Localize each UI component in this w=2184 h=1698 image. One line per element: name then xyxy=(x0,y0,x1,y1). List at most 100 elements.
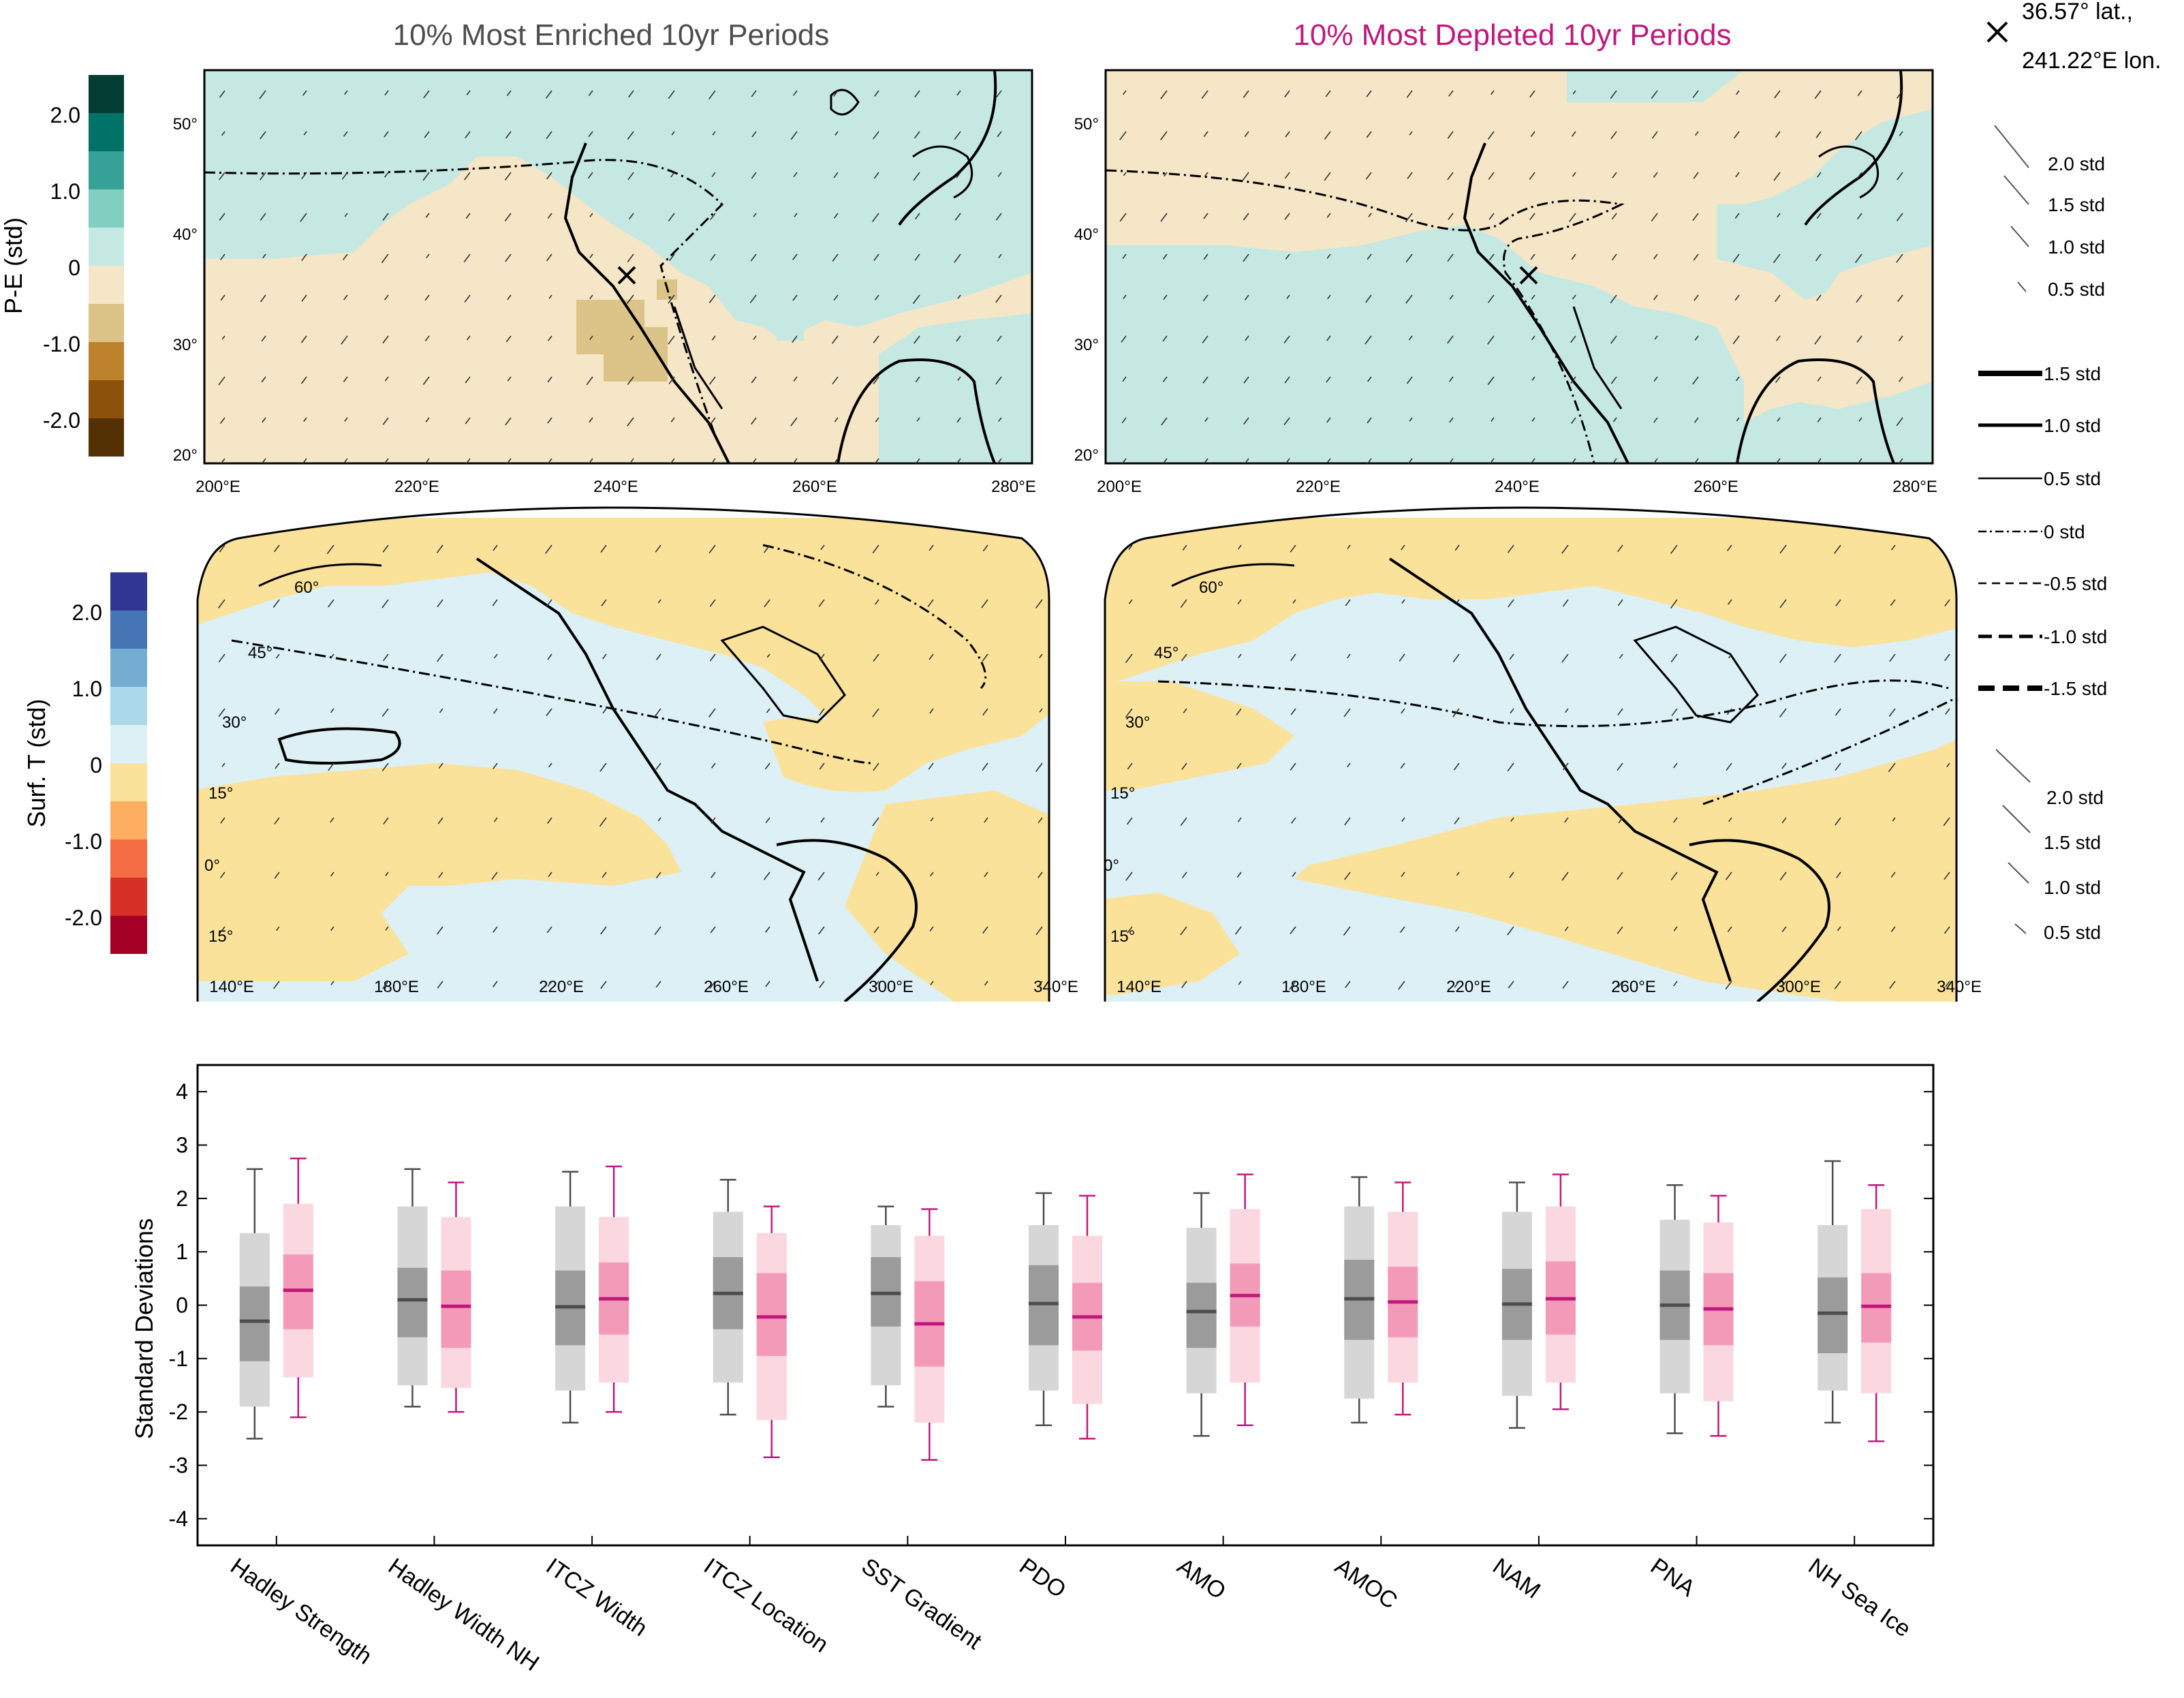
lon-tick: 340°E xyxy=(1937,978,1982,996)
lon-tick: 220°E xyxy=(1446,978,1491,996)
lat-tick: 0° xyxy=(1104,856,1119,875)
lon-tick: 140°E xyxy=(1117,978,1161,996)
lon-tick: 300°E xyxy=(869,978,914,996)
box-inner-depleted xyxy=(441,1270,471,1348)
location-marker-icon xyxy=(1986,21,2008,43)
lat-tick: 30° xyxy=(1074,336,1099,354)
vector-legend-label: 0.5 std xyxy=(2048,279,2105,300)
x-tick-label: ITCZ Width xyxy=(542,1553,653,1641)
map-temp-enriched-frame xyxy=(196,506,1050,1002)
vector-legend-label: 2.0 std xyxy=(2048,153,2105,174)
temp-tick: -2.0 xyxy=(65,906,102,930)
y-axis-label: Standard Deviations xyxy=(130,1218,158,1439)
map-temp-enriched xyxy=(198,518,1049,1002)
wind-vectors xyxy=(218,90,1002,463)
contour-legend-label: -1.0 std xyxy=(2044,626,2107,647)
vector-legend-label: 2.0 std xyxy=(2046,787,2104,808)
vector-legend-label: 1.5 std xyxy=(2048,194,2105,215)
pe-colorbar-label: P-E (std) xyxy=(0,217,27,314)
vector-legend-label: 1.0 std xyxy=(2044,877,2101,898)
lat-tick: 45° xyxy=(248,644,272,662)
y-tick-label: 0 xyxy=(176,1293,188,1318)
contour-legend-label: 0.5 std xyxy=(2044,468,2101,489)
lon-tick: 340°E xyxy=(1033,978,1078,996)
pe-tick: -2.0 xyxy=(43,408,80,433)
temp-colorbar-label: Surf. T (std) xyxy=(22,699,50,828)
lon-tick: 140°E xyxy=(209,978,254,996)
lat-tick: 60° xyxy=(294,578,319,597)
lat-tick: 60° xyxy=(1199,578,1223,597)
lat-tick: 30° xyxy=(1125,713,1150,732)
lon-tick: 240°E xyxy=(593,478,638,496)
x-tick-label: PNA xyxy=(1646,1553,1700,1601)
lon-tick: 240°E xyxy=(1495,478,1540,496)
location-lat: 36.57° lat., xyxy=(2022,0,2133,25)
x-tick-label: PDO xyxy=(1014,1553,1070,1603)
lon-tick: 260°E xyxy=(1694,478,1738,496)
wind-vectors xyxy=(217,544,1043,989)
x-tick-label: ITCZ Location xyxy=(699,1553,833,1658)
lat-tick: 30° xyxy=(222,713,247,732)
vector-legend-top xyxy=(1994,125,2029,292)
lat-tick: 30° xyxy=(173,336,198,354)
pe-tick: 0 xyxy=(68,256,80,280)
temp-tick: 0 xyxy=(90,753,102,777)
y-tick-label: 4 xyxy=(176,1079,188,1104)
lon-tick: 280°E xyxy=(1892,478,1937,496)
lat-tick: 45° xyxy=(1154,644,1179,662)
y-tick-label: -3 xyxy=(169,1453,188,1478)
lon-tick: 180°E xyxy=(1281,978,1326,996)
lat-tick: 0° xyxy=(204,856,220,875)
y-tick-label: 2 xyxy=(176,1186,188,1211)
lat-tick: 20° xyxy=(173,446,198,465)
vector-legend-bottom xyxy=(1995,749,2031,934)
x-tick-label: NH Sea Ice xyxy=(1804,1553,1916,1642)
lon-tick: 200°E xyxy=(1097,478,1142,496)
temp-tick: 1.0 xyxy=(72,677,102,701)
lat-tick: 15° xyxy=(1110,784,1135,803)
box-inner-enriched xyxy=(239,1286,270,1361)
temp-tick: 2.0 xyxy=(72,600,102,625)
contour-legend-label: 0 std xyxy=(2044,521,2085,542)
lat-tick: 40° xyxy=(173,226,198,244)
y-tick-label: -4 xyxy=(169,1507,188,1531)
location-marker-icon xyxy=(617,266,636,285)
lon-tick: 180°E xyxy=(374,978,419,996)
map-pe-depleted xyxy=(1106,70,1933,463)
x-tick-label: AMOC xyxy=(1330,1553,1402,1614)
lat-tick: 15° xyxy=(208,927,233,946)
x-tick-label: AMO xyxy=(1172,1553,1230,1605)
wind-vectors xyxy=(1125,544,1950,990)
temp-colorbar xyxy=(110,572,147,954)
x-tick-label: Hadley Strength xyxy=(225,1553,377,1669)
pe-tick: 1.0 xyxy=(50,179,80,204)
map-pe-depleted-frame xyxy=(1104,69,1934,465)
lon-tick: 220°E xyxy=(539,978,584,996)
y-tick-label: 3 xyxy=(176,1133,188,1158)
contour-legend-label: -0.5 std xyxy=(2044,573,2107,594)
lon-tick: 200°E xyxy=(196,478,240,496)
lat-tick: 20° xyxy=(1074,446,1099,465)
location-lon: 241.22°E lon. xyxy=(2022,48,2162,74)
lon-tick: 260°E xyxy=(792,478,837,496)
contour-legend-label: -1.5 std xyxy=(2044,678,2107,699)
lon-tick: 220°E xyxy=(1296,478,1341,496)
lon-tick: 220°E xyxy=(394,478,439,496)
wind-vectors xyxy=(1119,90,1903,463)
lon-tick: 300°E xyxy=(1776,978,1821,996)
lat-tick: 15° xyxy=(208,784,233,803)
temp-tick: -1.0 xyxy=(65,829,102,854)
y-tick-label: -1 xyxy=(169,1346,188,1371)
vector-legend-label: 0.5 std xyxy=(2044,922,2101,943)
pe-tick: 2.0 xyxy=(50,103,80,127)
contour-legend xyxy=(1978,371,2042,691)
vector-legend-label: 1.0 std xyxy=(2048,236,2105,258)
pe-tick: -1.0 xyxy=(43,332,80,356)
map-temp-depleted-frame xyxy=(1104,506,1958,1002)
y-tick-label: 1 xyxy=(176,1239,188,1264)
y-tick-label: -2 xyxy=(169,1400,188,1424)
contour-legend-label: 1.0 std xyxy=(2044,415,2101,436)
lat-tick: 50° xyxy=(173,115,198,134)
lat-tick: 50° xyxy=(1074,115,1099,134)
